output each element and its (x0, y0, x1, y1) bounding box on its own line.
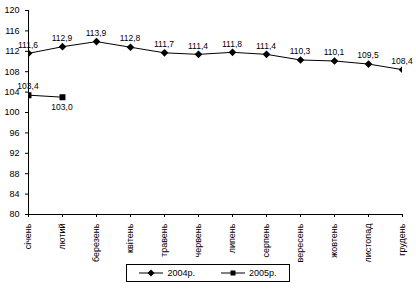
svg-text:червень: червень (193, 223, 203, 257)
svg-text:квітень: квітень (125, 223, 135, 253)
svg-text:112: 112 (5, 46, 20, 57)
svg-text:111,8: 111,8 (222, 39, 242, 49)
svg-text:січень: січень (23, 223, 33, 249)
svg-text:120: 120 (4, 5, 19, 15)
svg-text:112,8: 112,8 (120, 33, 141, 43)
svg-text:липень: липень (227, 223, 237, 253)
svg-text:84: 84 (9, 189, 19, 199)
svg-text:111,4: 111,4 (188, 41, 208, 51)
svg-text:111,4: 111,4 (256, 41, 276, 51)
svg-text:111,7: 111,7 (154, 39, 174, 49)
svg-text:116: 116 (5, 26, 19, 36)
svg-text:грудень: грудень (397, 223, 407, 256)
svg-text:110,3: 110,3 (290, 46, 311, 56)
svg-text:жовтень: жовтень (329, 223, 339, 258)
svg-text:113,9: 113,9 (86, 28, 107, 38)
svg-text:104: 104 (4, 87, 20, 97)
svg-text:березень: березень (91, 223, 101, 262)
svg-text:111,6: 111,6 (18, 40, 38, 50)
svg-text:80: 80 (9, 209, 19, 219)
svg-text:88: 88 (9, 169, 19, 179)
svg-text:листопад: листопад (363, 223, 373, 262)
svg-text:96: 96 (9, 128, 19, 138)
svg-text:108,4: 108,4 (391, 56, 413, 66)
html-text:2005р.: 2005р. (249, 268, 277, 278)
svg-text:103,4: 103,4 (17, 81, 39, 91)
svg-text:109,5: 109,5 (357, 50, 379, 60)
svg-text:108: 108 (4, 67, 19, 77)
svg-text:110,1: 110,1 (324, 47, 345, 57)
svg-text:103,0: 103,0 (51, 102, 73, 112)
svg-text:92: 92 (9, 148, 19, 158)
html-text:2004р.: 2004р. (167, 268, 195, 278)
svg-text:серпень: серпень (261, 223, 271, 257)
svg-text:вересень: вересень (295, 223, 305, 262)
svg-text:лютий: лютий (57, 224, 67, 250)
svg-text:112,9: 112,9 (52, 33, 73, 43)
svg-text:травень: травень (159, 223, 169, 257)
svg-text:100: 100 (4, 107, 19, 117)
